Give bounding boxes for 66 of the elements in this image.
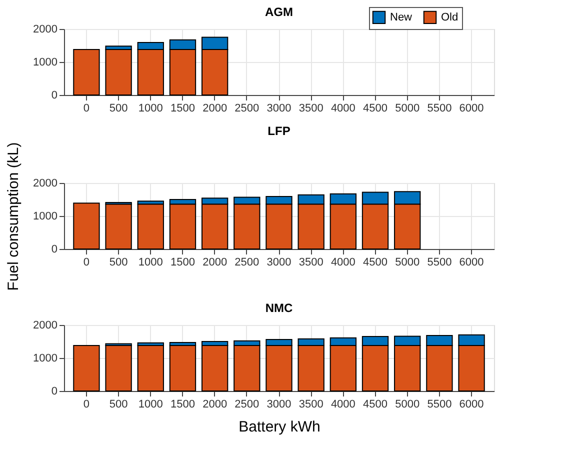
x-tick-label: 4000 bbox=[330, 256, 356, 268]
x-tick-label: 1500 bbox=[170, 256, 195, 268]
x-tick-label: 0 bbox=[83, 398, 90, 410]
x-tick-label: 2000 bbox=[202, 102, 228, 114]
x-tick-label: 6000 bbox=[459, 102, 484, 114]
x-tick-label: 2500 bbox=[234, 256, 260, 268]
x-tick-label: 3000 bbox=[266, 102, 292, 114]
y-tick-label: 0 bbox=[51, 386, 58, 398]
x-tick-label: 3500 bbox=[298, 256, 324, 268]
x-tick-label: 5500 bbox=[427, 398, 452, 410]
bar bbox=[201, 344, 228, 392]
chart-title: AGM bbox=[265, 5, 293, 19]
x-tick-label: 500 bbox=[109, 398, 128, 410]
x-tick-label: 2000 bbox=[202, 398, 228, 410]
y-tick-label: 2000 bbox=[33, 24, 58, 36]
y-tick-label: 0 bbox=[51, 244, 58, 256]
bar bbox=[73, 202, 100, 250]
chart-title: NMC bbox=[265, 301, 293, 315]
x-tick-label: 4500 bbox=[363, 256, 388, 268]
bar bbox=[105, 204, 132, 250]
x-tick-label: 3500 bbox=[298, 102, 324, 114]
x-tick-label: 500 bbox=[109, 102, 128, 114]
x-axis-title: Battery kWh bbox=[238, 418, 320, 436]
chart-title: LFP bbox=[268, 124, 290, 138]
x-tick-label: 5000 bbox=[395, 102, 420, 114]
bar bbox=[73, 344, 100, 392]
x-tick-label: 0 bbox=[83, 256, 90, 268]
x-tick-label: 4000 bbox=[330, 398, 356, 410]
bar bbox=[137, 344, 164, 392]
x-tick-label: 3000 bbox=[266, 256, 292, 268]
y-tick-label: 1000 bbox=[33, 56, 58, 68]
x-tick-label: 0 bbox=[83, 102, 90, 114]
x-tick-label: 3000 bbox=[266, 398, 292, 410]
bar bbox=[234, 344, 260, 392]
x-tick-label: 500 bbox=[109, 256, 128, 268]
x-tick-label: 1000 bbox=[138, 398, 163, 410]
x-tick-label: 1000 bbox=[138, 256, 163, 268]
bar bbox=[169, 344, 196, 392]
x-tick-label: 6000 bbox=[459, 398, 484, 410]
bar bbox=[137, 204, 164, 250]
y-tick-label: 2000 bbox=[33, 178, 58, 190]
x-tick-label: 5500 bbox=[427, 256, 452, 268]
y-tick-label: 2000 bbox=[33, 320, 58, 332]
x-tick-label: 2000 bbox=[202, 256, 228, 268]
x-tick-label: 2500 bbox=[234, 398, 260, 410]
x-tick-label: 4500 bbox=[363, 102, 388, 114]
y-tick-label: 0 bbox=[51, 90, 58, 102]
x-tick-label: 1500 bbox=[170, 398, 195, 410]
x-tick-label: 2500 bbox=[234, 102, 260, 114]
bar bbox=[105, 344, 132, 392]
y-tick-label: 1000 bbox=[33, 352, 58, 364]
x-tick-label: 5500 bbox=[427, 102, 452, 114]
x-tick-label: 3500 bbox=[298, 398, 324, 410]
legend-label: New bbox=[390, 11, 412, 24]
x-tick-label: 5000 bbox=[395, 256, 420, 268]
x-tick-label: 4500 bbox=[363, 398, 388, 410]
y-tick-label: 1000 bbox=[33, 210, 58, 222]
x-tick-label: 4000 bbox=[330, 102, 356, 114]
x-tick-label: 5000 bbox=[395, 398, 420, 410]
x-tick-label: 1500 bbox=[170, 102, 195, 114]
bar bbox=[105, 48, 132, 96]
legend-label: Old bbox=[441, 11, 458, 24]
bar bbox=[73, 48, 100, 96]
x-tick-label: 6000 bbox=[459, 256, 484, 268]
x-tick-label: 1000 bbox=[138, 102, 163, 114]
y-axis-title: Fuel consumption (kL) bbox=[5, 142, 22, 291]
